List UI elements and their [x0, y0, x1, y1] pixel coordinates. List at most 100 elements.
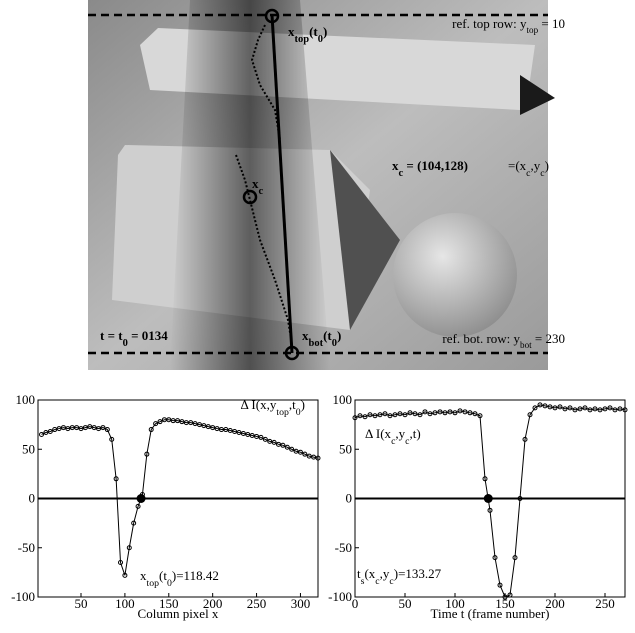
- data-point: [592, 406, 598, 412]
- data-point: [175, 418, 181, 424]
- data-point: [179, 419, 185, 425]
- data-point: [245, 431, 251, 437]
- x-tick-label: 100: [445, 596, 465, 611]
- data-point: [462, 409, 468, 415]
- annotation-part: )=133.27: [394, 566, 442, 581]
- annotation-part: = 10: [538, 16, 565, 31]
- annotation-part: c: [540, 168, 545, 179]
- data-point: [284, 444, 290, 450]
- data-point: [47, 429, 53, 435]
- annotation-part: ): [301, 397, 305, 412]
- data-point: [302, 451, 308, 457]
- data-point: [126, 545, 132, 551]
- data-point: [597, 407, 603, 413]
- annotation: xc: [252, 176, 264, 197]
- data-point: [607, 405, 613, 411]
- y-tick-label: 0: [29, 491, 36, 506]
- data-point: [236, 430, 242, 436]
- x-tick-label: 50: [75, 596, 88, 611]
- annotation-part: = (104,128): [403, 158, 468, 173]
- data-point: [392, 412, 398, 418]
- annotation-part: = 0134: [128, 328, 168, 343]
- data-point: [502, 594, 508, 600]
- data-point: [452, 410, 458, 416]
- data-point: [144, 451, 150, 457]
- y-tick-label: -50: [18, 540, 35, 555]
- y-tick-label: 100: [16, 392, 36, 407]
- x-tick-label: 150: [159, 596, 179, 611]
- photo: [88, 0, 555, 370]
- data-point: [407, 410, 413, 416]
- annotation-part: )=118.42: [172, 568, 219, 583]
- annotation-part: t = t: [100, 328, 123, 343]
- data-point: [472, 411, 478, 417]
- annotation-part: Δ I(x,y: [241, 397, 277, 412]
- y-tick-label: -100: [328, 589, 352, 604]
- data-point: [131, 520, 137, 526]
- data-point: [188, 420, 194, 426]
- data-point: [258, 434, 264, 440]
- annotation-part: t: [357, 566, 361, 581]
- data-point: [122, 572, 128, 578]
- annotation-part: =(x: [508, 158, 527, 173]
- data-point: [52, 427, 58, 433]
- data-point: [517, 496, 523, 501]
- y-tick-label: -50: [335, 540, 352, 555]
- y-tick-label: 100: [333, 392, 353, 407]
- data-point: [602, 406, 608, 412]
- data-point: [542, 403, 548, 409]
- data-point: [39, 431, 45, 437]
- annotation-part: bot: [520, 340, 532, 350]
- y-tick-label: -100: [11, 589, 35, 604]
- data-point: [527, 412, 533, 418]
- data-point: [437, 409, 443, 415]
- data-point: [78, 426, 84, 432]
- annotation-part: (t: [309, 24, 318, 39]
- data-point: [232, 429, 238, 435]
- annotation-part: c: [526, 168, 531, 179]
- data-point: [249, 432, 255, 438]
- annotation-part: (t: [159, 568, 167, 583]
- annotation: xtop(t0)=118.42: [140, 568, 219, 589]
- annotation-part: ,t): [410, 426, 421, 441]
- annotation-part: 0: [167, 578, 172, 589]
- data-point: [254, 433, 260, 439]
- y-tick-label: 50: [339, 441, 352, 456]
- annotation: ref. bot. row: ybot = 230: [442, 331, 565, 350]
- annotation: ref. top row: ytop = 10: [452, 16, 565, 35]
- data-point: [522, 436, 528, 442]
- data-point: [352, 415, 358, 421]
- data-point: [223, 427, 229, 433]
- x-tick-label: 200: [545, 596, 565, 611]
- annotation-part: bot: [309, 338, 324, 349]
- annotation-part: ,y: [531, 158, 541, 173]
- annotation: ts(xc,yc)=133.27: [357, 566, 442, 587]
- data-point: [280, 442, 286, 448]
- data-point: [577, 406, 583, 412]
- data-point: [422, 409, 428, 415]
- data-point: [65, 426, 71, 432]
- data-point: [214, 426, 220, 432]
- data-point: [100, 425, 106, 431]
- y-tick-label: 50: [22, 441, 35, 456]
- data-point: [512, 555, 518, 561]
- data-point: [372, 413, 378, 419]
- annotation: xbot(t0): [302, 328, 341, 349]
- data-point: [377, 412, 383, 418]
- y-tick-label: 0: [346, 491, 353, 506]
- data-point: [457, 408, 463, 414]
- annotation-part: c: [391, 436, 396, 447]
- x-tick-label: 150: [495, 596, 515, 611]
- data-point: [507, 592, 513, 598]
- data-point: [587, 407, 593, 413]
- annotation-part: ref. bot. row: y: [442, 331, 520, 346]
- data-point: [91, 425, 97, 431]
- x-tick-label: 250: [247, 596, 267, 611]
- x-axis-label: Column pixel x: [138, 606, 219, 621]
- data-point: [357, 413, 363, 419]
- data-point: [362, 414, 368, 420]
- data-point: [477, 413, 483, 419]
- data-point: [82, 425, 88, 431]
- data-point: [492, 555, 498, 561]
